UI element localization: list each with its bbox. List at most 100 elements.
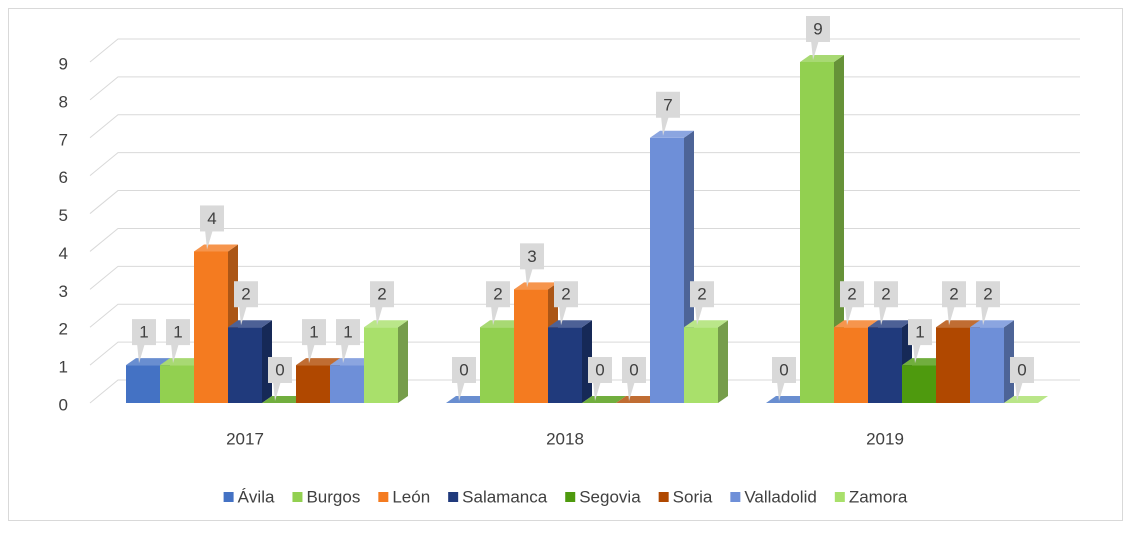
x-tick-label: 2017 [226, 429, 264, 448]
bar-front [194, 251, 228, 403]
data-label-box [234, 281, 258, 308]
legend-swatch [730, 492, 741, 502]
bar-top [902, 358, 946, 366]
bar [684, 320, 728, 403]
data-label-box [166, 319, 190, 346]
data-label-pointer [273, 381, 281, 401]
bar [228, 320, 272, 403]
legend-label: Segovia [579, 487, 641, 506]
data-label-box [588, 357, 612, 383]
bar-front [228, 327, 262, 403]
bar-front [684, 327, 718, 403]
data-label-box [908, 319, 932, 346]
data-label-pointer [811, 40, 819, 60]
data-label-pointer [947, 305, 955, 326]
data-label-pointer [661, 115, 669, 136]
y-tick-label: 3 [59, 282, 68, 301]
bar-top [834, 320, 878, 328]
bar-side [398, 320, 408, 403]
bar-top [262, 396, 306, 403]
data-label-pointer [627, 381, 635, 401]
bar-side [718, 320, 728, 403]
grid-line [89, 190, 1080, 214]
data-label-box [1010, 357, 1034, 383]
legend-swatch [448, 492, 459, 502]
bar-top [194, 244, 238, 252]
bar-front [126, 365, 160, 403]
bar-top [868, 320, 912, 328]
legend-label: León [392, 487, 430, 506]
x-tick-label: 2019 [866, 429, 904, 448]
grid-line [89, 379, 1080, 404]
grid-line [89, 265, 1080, 290]
y-tick-label: 8 [59, 92, 68, 111]
data-label: 2 [377, 285, 386, 304]
bar-top [480, 320, 524, 328]
data-label-pointer [981, 305, 989, 326]
grid-line [89, 38, 1080, 63]
legend-swatch [292, 492, 303, 502]
bar-top [684, 320, 728, 328]
grid-line [89, 114, 1080, 139]
data-label-box [840, 281, 864, 308]
data-label: 2 [241, 285, 250, 304]
data-label: 2 [847, 285, 856, 304]
data-label-box [520, 243, 544, 270]
y-tick-label: 2 [59, 320, 68, 339]
y-tick-label: 5 [59, 206, 68, 225]
bar [1004, 396, 1048, 403]
data-label-box [200, 205, 224, 232]
data-label-box [554, 281, 578, 308]
data-label: 1 [309, 323, 318, 342]
bar [364, 320, 408, 403]
bar-top [364, 320, 408, 328]
data-label-pointer [307, 343, 315, 364]
data-label: 0 [779, 360, 788, 379]
grid-line [89, 152, 1080, 177]
bar [262, 396, 306, 403]
data-label-box [942, 281, 966, 308]
y-tick-label: 0 [59, 395, 68, 414]
legend-swatch [223, 492, 234, 502]
data-label-pointer [341, 343, 349, 364]
data-label: 9 [813, 19, 822, 38]
bar-top [160, 358, 204, 366]
bar-front [868, 327, 902, 403]
bar-top [766, 396, 810, 403]
data-label-pointer [777, 381, 785, 401]
data-label-pointer [525, 267, 533, 288]
data-label-pointer [205, 229, 213, 250]
data-label-box [772, 357, 796, 383]
bar-top [514, 282, 558, 290]
bar-top [800, 55, 844, 62]
data-label: 0 [595, 360, 604, 379]
data-label-pointer [457, 381, 465, 401]
bar-front [514, 289, 548, 403]
data-label-box [622, 357, 646, 383]
data-label: 7 [663, 95, 672, 114]
legend-swatch [658, 492, 669, 502]
bar-front [330, 365, 364, 403]
legend-label: Salamanca [462, 487, 548, 506]
data-label: 1 [173, 323, 182, 342]
bar-front [480, 327, 514, 403]
data-label-pointer [593, 381, 601, 401]
data-label: 2 [697, 285, 706, 304]
bar-front [650, 137, 684, 403]
bar-front [902, 365, 936, 403]
legend-label: Burgos [306, 487, 360, 506]
data-label-box [806, 16, 830, 42]
x-tick-label: 2018 [546, 429, 584, 448]
bar-top [936, 320, 980, 328]
data-label-box [452, 357, 476, 383]
y-tick-label: 1 [59, 358, 68, 377]
bar-top [582, 396, 626, 403]
data-label: 0 [459, 360, 468, 379]
data-label-pointer [137, 343, 145, 364]
data-label: 1 [139, 323, 148, 342]
data-label: 2 [881, 285, 890, 304]
grid-line [89, 227, 1080, 252]
data-label-box [874, 281, 898, 308]
grid-line [89, 76, 1080, 101]
data-label: 1 [343, 323, 352, 342]
